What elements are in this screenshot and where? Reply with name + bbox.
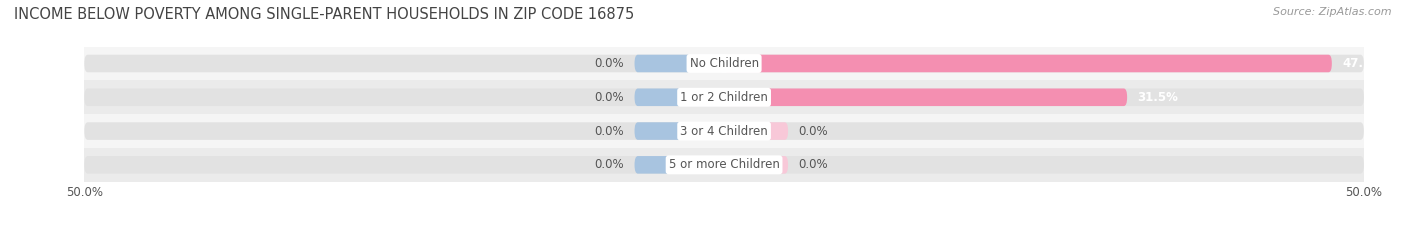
FancyBboxPatch shape	[724, 89, 1128, 106]
Text: 0.0%: 0.0%	[595, 125, 624, 137]
Text: 1 or 2 Children: 1 or 2 Children	[681, 91, 768, 104]
FancyBboxPatch shape	[724, 156, 787, 174]
FancyBboxPatch shape	[84, 122, 1364, 140]
FancyBboxPatch shape	[634, 156, 724, 174]
Text: 47.5%: 47.5%	[1343, 57, 1384, 70]
Text: 3 or 4 Children: 3 or 4 Children	[681, 125, 768, 137]
FancyBboxPatch shape	[724, 55, 1331, 72]
FancyBboxPatch shape	[84, 89, 1364, 106]
Text: 0.0%: 0.0%	[799, 125, 828, 137]
Text: INCOME BELOW POVERTY AMONG SINGLE-PARENT HOUSEHOLDS IN ZIP CODE 16875: INCOME BELOW POVERTY AMONG SINGLE-PARENT…	[14, 7, 634, 22]
Text: 0.0%: 0.0%	[799, 158, 828, 171]
Bar	[84, 47, 1364, 80]
Text: 31.5%: 31.5%	[1137, 91, 1178, 104]
Text: 0.0%: 0.0%	[595, 158, 624, 171]
FancyBboxPatch shape	[724, 122, 787, 140]
Bar	[84, 114, 1364, 148]
Bar	[84, 80, 1364, 114]
Text: No Children: No Children	[689, 57, 759, 70]
Text: 0.0%: 0.0%	[595, 91, 624, 104]
Text: 5 or more Children: 5 or more Children	[669, 158, 779, 171]
Bar	[84, 148, 1364, 182]
FancyBboxPatch shape	[84, 156, 1364, 174]
FancyBboxPatch shape	[634, 55, 724, 72]
FancyBboxPatch shape	[84, 55, 1364, 72]
FancyBboxPatch shape	[634, 89, 724, 106]
FancyBboxPatch shape	[634, 122, 724, 140]
Text: Source: ZipAtlas.com: Source: ZipAtlas.com	[1274, 7, 1392, 17]
Text: 0.0%: 0.0%	[595, 57, 624, 70]
